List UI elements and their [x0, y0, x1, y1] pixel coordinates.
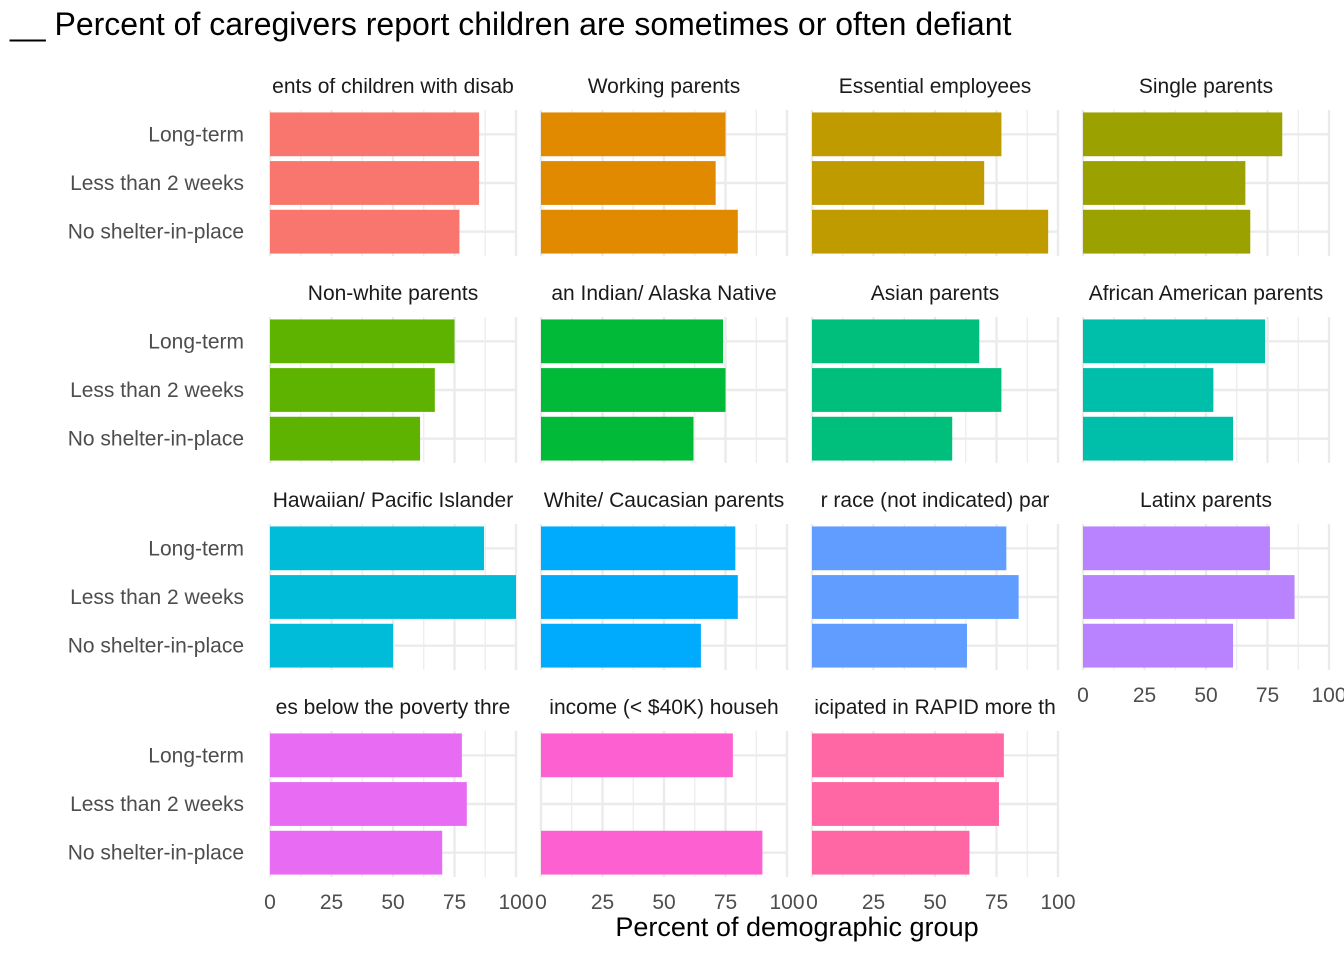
- category-label: No shelter-in-place: [68, 842, 244, 865]
- bar: [270, 782, 467, 826]
- bar: [812, 319, 980, 364]
- bar: [270, 623, 393, 668]
- x-tick-label: 50: [923, 891, 946, 914]
- category-label: No shelter-in-place: [68, 221, 244, 244]
- bar: [541, 575, 738, 619]
- bar: [812, 112, 1002, 157]
- bar: [541, 623, 701, 668]
- bar: [1083, 526, 1270, 571]
- bar: [541, 830, 763, 875]
- strip-label: es below the poverty thre: [276, 696, 511, 719]
- bar: [270, 161, 480, 205]
- bar: [1083, 623, 1234, 668]
- bar: [1083, 368, 1214, 412]
- category-label: Less than 2 weeks: [70, 586, 244, 609]
- strip-label: an Indian/ Alaska Native: [551, 282, 776, 305]
- x-tick-label: 75: [985, 891, 1008, 914]
- x-tick-label: 75: [443, 891, 466, 914]
- strip-label: r race (not indicated) par: [821, 489, 1050, 512]
- bar: [1083, 575, 1295, 619]
- category-label: Less than 2 weeks: [70, 379, 244, 402]
- bar: [1083, 112, 1283, 157]
- x-tick-label: 75: [1256, 684, 1279, 707]
- bar: [1083, 416, 1234, 461]
- strip-label: icipated in RAPID more th: [814, 696, 1056, 719]
- bar: [270, 526, 485, 571]
- bar: [541, 209, 738, 254]
- bar: [270, 368, 435, 412]
- bar: [541, 368, 726, 412]
- x-tick-label: 25: [320, 891, 343, 914]
- bar: [1083, 319, 1266, 364]
- x-tick-label: 50: [1194, 684, 1217, 707]
- x-tick-label: 50: [652, 891, 675, 914]
- x-tick-label: 0: [535, 891, 547, 914]
- strip-label: White/ Caucasian parents: [544, 489, 784, 512]
- strip-label: income (< $40K) househ: [549, 696, 778, 719]
- strip-label: Working parents: [588, 75, 741, 98]
- category-label: Less than 2 weeks: [70, 793, 244, 816]
- category-label: No shelter-in-place: [68, 635, 244, 658]
- bar: [270, 209, 460, 254]
- chart-title: __ Percent of caregivers report children…: [10, 6, 1012, 42]
- strip-label: Essential employees: [839, 75, 1032, 98]
- bar: [270, 319, 455, 364]
- category-label: Long-term: [148, 744, 244, 767]
- x-tick-label: 100: [1040, 891, 1075, 914]
- x-tick-label: 50: [381, 891, 404, 914]
- bar: [812, 416, 953, 461]
- bar: [812, 782, 999, 826]
- x-tick-label: 75: [714, 891, 737, 914]
- bar: [1083, 209, 1251, 254]
- bar: [812, 368, 1002, 412]
- bar: [812, 209, 1049, 254]
- bar: [270, 830, 443, 875]
- x-tick-label: 100: [498, 891, 533, 914]
- strip-label: Non-white parents: [308, 282, 478, 305]
- bar: [270, 416, 421, 461]
- bar: [812, 575, 1019, 619]
- x-tick-label: 0: [264, 891, 276, 914]
- bar: [812, 526, 1007, 571]
- bar: [270, 112, 480, 157]
- bar: [541, 112, 726, 157]
- category-label: Less than 2 weeks: [70, 172, 244, 195]
- category-label: No shelter-in-place: [68, 428, 244, 451]
- bar: [541, 526, 736, 571]
- x-tick-label: 0: [806, 891, 818, 914]
- bar: [812, 161, 985, 205]
- strip-label: African American parents: [1089, 282, 1324, 305]
- x-tick-label: 25: [591, 891, 614, 914]
- x-tick-label: 100: [769, 891, 804, 914]
- category-label: Long-term: [148, 537, 244, 560]
- category-label: Long-term: [148, 330, 244, 353]
- bar: [541, 733, 733, 778]
- strip-label: Hawaiian/ Pacific Islander: [273, 489, 513, 512]
- strip-label: Asian parents: [871, 282, 999, 305]
- strip-label: ents of children with disab: [272, 75, 514, 98]
- bar: [812, 623, 967, 668]
- bar: [270, 733, 462, 778]
- x-tick-label: 0: [1077, 684, 1089, 707]
- bar: [812, 733, 1004, 778]
- bar: [1083, 161, 1246, 205]
- x-axis-title: Percent of demographic group: [615, 912, 979, 942]
- strip-label: Latinx parents: [1140, 489, 1272, 512]
- category-label: Long-term: [148, 123, 244, 146]
- bar: [270, 575, 516, 619]
- x-tick-label: 100: [1311, 684, 1344, 707]
- bar: [541, 319, 724, 364]
- x-tick-label: 25: [862, 891, 885, 914]
- bar: [541, 161, 716, 205]
- bar: [812, 830, 970, 875]
- x-tick-label: 25: [1133, 684, 1156, 707]
- bar: [541, 416, 694, 461]
- strip-label: Single parents: [1139, 75, 1273, 98]
